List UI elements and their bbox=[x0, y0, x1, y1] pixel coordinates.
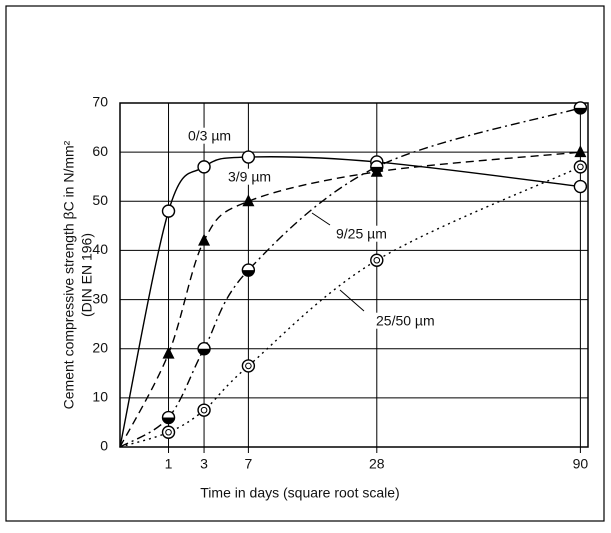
label-bg bbox=[227, 168, 273, 185]
y-axis-sublabel: (DIN EN 196) bbox=[79, 233, 95, 317]
label-leader bbox=[339, 289, 365, 312]
series-label: 25/50 µm bbox=[376, 313, 435, 329]
x-axis-label: Time in days (square root scale) bbox=[200, 485, 399, 501]
marker bbox=[241, 359, 256, 373]
label-bg bbox=[375, 312, 436, 329]
label-bg bbox=[335, 225, 388, 242]
marker bbox=[197, 160, 211, 174]
series-line bbox=[119, 151, 581, 448]
y-tick-label: 30 bbox=[92, 290, 108, 306]
marker bbox=[197, 403, 211, 417]
marker bbox=[573, 160, 588, 174]
x-tick-label: 1 bbox=[165, 456, 173, 472]
marker bbox=[161, 204, 176, 218]
marker-fill bbox=[574, 107, 587, 114]
x-tick-label: 7 bbox=[244, 456, 252, 472]
marker bbox=[241, 150, 256, 164]
series-line bbox=[119, 156, 581, 448]
marker-fill bbox=[370, 166, 383, 173]
plot-area bbox=[119, 102, 589, 448]
series-label: 3/9 µm bbox=[228, 169, 271, 185]
marker-fill bbox=[198, 348, 211, 355]
y-tick-label: 10 bbox=[92, 389, 108, 405]
marker-inner bbox=[373, 256, 381, 264]
series-line bbox=[119, 166, 581, 448]
series-line bbox=[119, 107, 581, 448]
y-tick-label: 60 bbox=[92, 143, 108, 159]
marker bbox=[573, 179, 588, 194]
label-bg bbox=[187, 127, 233, 144]
marker bbox=[162, 346, 175, 359]
marker bbox=[242, 194, 255, 207]
marker-inner bbox=[577, 163, 584, 171]
x-tick-label: 90 bbox=[573, 456, 589, 472]
marker-inner bbox=[200, 406, 208, 414]
marker bbox=[161, 425, 176, 439]
marker-inner bbox=[165, 428, 172, 436]
frame bbox=[5, 5, 605, 522]
x-tick-label: 3 bbox=[200, 456, 208, 472]
y-tick-label: 0 bbox=[100, 438, 108, 454]
marker bbox=[574, 145, 587, 158]
y-tick-label: 20 bbox=[92, 339, 108, 355]
series-label: 0/3 µm bbox=[188, 128, 231, 144]
y-tick-label: 50 bbox=[92, 192, 108, 208]
marker-fill bbox=[162, 417, 175, 424]
y-tick-label: 70 bbox=[92, 94, 108, 110]
marker-inner bbox=[245, 362, 252, 370]
x-tick-label: 28 bbox=[369, 456, 385, 472]
y-axis-label: Cement compressive strength βC in N/mm² bbox=[61, 140, 77, 409]
label-leader bbox=[311, 212, 331, 226]
marker bbox=[370, 253, 384, 267]
marker bbox=[198, 233, 211, 246]
series-label: 9/25 µm bbox=[336, 226, 387, 242]
marker-fill bbox=[242, 270, 255, 277]
y-tick-label: 40 bbox=[92, 241, 108, 257]
